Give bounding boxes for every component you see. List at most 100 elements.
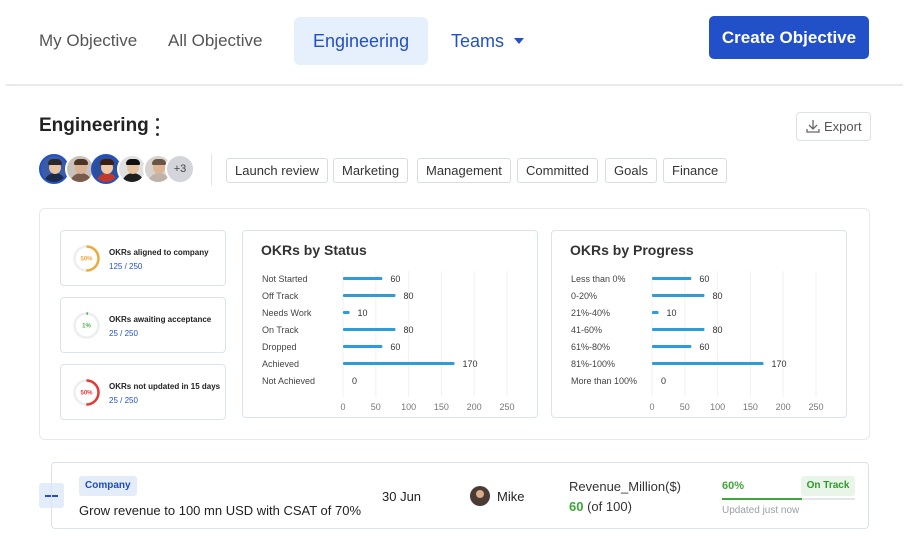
page-title: Engineering bbox=[39, 115, 149, 136]
tag-management[interactable]: Management bbox=[417, 158, 511, 183]
owner-avatar bbox=[470, 486, 490, 506]
bar bbox=[652, 362, 764, 365]
category-label: Achieved bbox=[262, 359, 299, 369]
category-label: Off Track bbox=[262, 291, 299, 301]
x-tick-label: 100 bbox=[710, 402, 725, 412]
progress-ring: 1% bbox=[73, 312, 100, 339]
export-label: Export bbox=[824, 119, 862, 134]
data-label: 170 bbox=[463, 359, 478, 369]
category-label: 81%-100% bbox=[571, 359, 615, 369]
bar bbox=[652, 328, 705, 331]
category-label: Not Started bbox=[262, 274, 308, 284]
ring-fill bbox=[73, 379, 100, 406]
bar bbox=[343, 294, 396, 297]
metric-target: (of 100) bbox=[587, 499, 632, 514]
category-label: 61%-80% bbox=[571, 342, 610, 352]
status-badge: On Track bbox=[801, 476, 855, 496]
x-tick-label: 100 bbox=[401, 402, 416, 412]
avatar[interactable] bbox=[91, 154, 121, 184]
bar bbox=[343, 362, 455, 365]
divider bbox=[211, 154, 212, 186]
data-label: 0 bbox=[661, 376, 666, 386]
data-label: 60 bbox=[390, 342, 400, 352]
x-tick-label: 200 bbox=[776, 402, 791, 412]
bar bbox=[343, 328, 396, 331]
category-label: Dropped bbox=[262, 342, 297, 352]
category-label: Not Achieved bbox=[262, 376, 315, 386]
bar bbox=[652, 345, 692, 348]
data-label: 60 bbox=[699, 274, 709, 284]
progress-ring: 50% bbox=[73, 379, 100, 406]
chevron-down-icon bbox=[514, 38, 525, 44]
more-options-icon[interactable] bbox=[154, 118, 160, 136]
category-label: 41-60% bbox=[571, 325, 602, 335]
data-label: 10 bbox=[667, 308, 677, 318]
progress-bar-fill bbox=[722, 498, 802, 500]
metric-value: 60 (of 100) bbox=[569, 499, 632, 514]
data-label: 60 bbox=[699, 342, 709, 352]
data-label: 80 bbox=[712, 291, 722, 301]
chart-title: OKRs by Status bbox=[261, 242, 367, 258]
nav-divider bbox=[6, 84, 903, 86]
category-label: 21%-40% bbox=[571, 308, 610, 318]
chart-okrs-by-status: OKRs by Status 0 50 100 150 200 250 Not Starte… bbox=[242, 230, 538, 418]
category-label: 0-20% bbox=[571, 291, 597, 301]
tag-marketing[interactable]: Marketing bbox=[333, 158, 409, 183]
bar bbox=[652, 311, 659, 314]
x-tick-label: 250 bbox=[808, 402, 823, 412]
metric-current: 60 bbox=[569, 499, 584, 514]
updated-text: Updated just now bbox=[722, 505, 800, 516]
tag-committed[interactable]: Committed bbox=[517, 158, 598, 183]
kpi-card-aligned[interactable]: 50% OKRs aligned to company 125 / 250 bbox=[60, 230, 226, 286]
progress-bar bbox=[722, 498, 855, 500]
data-label: 170 bbox=[772, 359, 787, 369]
x-tick-label: 0 bbox=[340, 402, 345, 412]
tag-goals[interactable]: Goals bbox=[605, 158, 657, 183]
kpi-card-awaiting[interactable]: 1% OKRs awaiting acceptance 25 / 250 bbox=[60, 297, 226, 353]
avatar[interactable] bbox=[117, 154, 147, 184]
progress-percent: 60% bbox=[722, 480, 745, 492]
data-label: 80 bbox=[712, 325, 722, 335]
avatar[interactable] bbox=[39, 154, 69, 184]
bar bbox=[343, 311, 350, 314]
export-button[interactable]: Export bbox=[796, 112, 871, 141]
x-tick-label: 250 bbox=[499, 402, 514, 412]
stats-panel bbox=[39, 208, 870, 440]
x-tick-label: 50 bbox=[371, 402, 381, 412]
x-tick-label: 150 bbox=[434, 402, 449, 412]
category-label: Less than 0% bbox=[571, 274, 626, 284]
objective-row[interactable] bbox=[51, 462, 869, 529]
teams-label: Teams bbox=[451, 31, 505, 51]
bar bbox=[343, 277, 383, 280]
ring-percent-label: 1% bbox=[82, 324, 91, 330]
kpi-value: 125 / 250 bbox=[109, 262, 143, 271]
chart-title: OKRs by Progress bbox=[570, 242, 694, 258]
kpi-value: 25 / 250 bbox=[109, 329, 138, 338]
teams-dropdown[interactable]: Teams bbox=[451, 31, 525, 52]
kpi-card-not-updated[interactable]: 50% OKRs not updated in 15 days 25 / 250 bbox=[60, 364, 226, 420]
x-tick-label: 0 bbox=[649, 402, 654, 412]
tag-launch-review[interactable]: Launch review bbox=[226, 158, 328, 183]
owner-name: Mike bbox=[497, 489, 525, 504]
download-icon bbox=[806, 120, 820, 133]
ring-fill bbox=[73, 312, 100, 339]
tab-engineering[interactable]: Engineering bbox=[294, 17, 429, 65]
kpi-title: OKRs aligned to company bbox=[109, 248, 209, 257]
kpi-value: 25 / 250 bbox=[109, 396, 138, 405]
bar bbox=[652, 277, 692, 280]
create-objective-button[interactable]: Create Objective bbox=[709, 16, 869, 59]
data-label: 60 bbox=[390, 274, 400, 284]
ring-percent-label: 50% bbox=[80, 257, 93, 263]
tab-my-objective[interactable]: My Objective bbox=[39, 31, 138, 50]
ring-fill bbox=[73, 245, 100, 272]
category-label: On Track bbox=[262, 325, 299, 335]
tab-all-objective[interactable]: All Objective bbox=[168, 31, 263, 50]
due-date: 30 Jun bbox=[382, 489, 422, 504]
x-tick-label: 50 bbox=[680, 402, 690, 412]
tag-finance[interactable]: Finance bbox=[663, 158, 728, 183]
kpi-title: OKRs awaiting acceptance bbox=[109, 315, 212, 324]
more-members-badge[interactable]: +3 bbox=[165, 154, 195, 184]
objective-title[interactable]: Grow revenue to 100 mn USD with CSAT of … bbox=[79, 503, 362, 518]
